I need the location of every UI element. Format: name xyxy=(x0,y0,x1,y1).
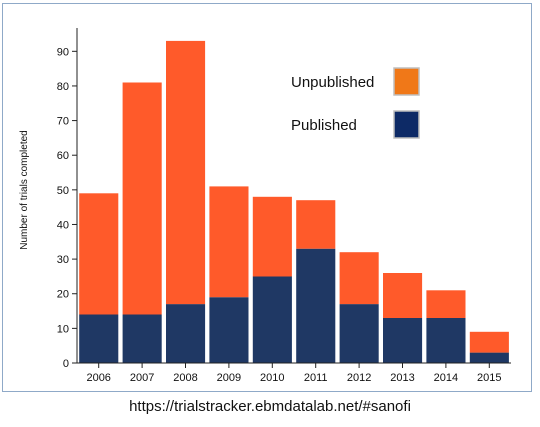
legend: Unpublished Published xyxy=(291,67,420,139)
bar-unpublished-2011 xyxy=(296,200,336,249)
bar-published-2007 xyxy=(122,314,162,363)
legend-swatch-published xyxy=(393,110,420,139)
bar-published-2014 xyxy=(426,318,466,363)
bars-group xyxy=(79,40,509,363)
x-tick-label-2006: 2006 xyxy=(86,372,110,384)
y-tick-label-70: 70 xyxy=(57,116,69,128)
bar-unpublished-2013 xyxy=(383,273,423,318)
bar-unpublished-2008 xyxy=(166,40,206,305)
legend-swatch-unpublished xyxy=(393,67,420,96)
y-tick-label-30: 30 xyxy=(57,254,69,266)
y-axis-title: Number of trials completed xyxy=(19,130,30,250)
chart-frame: 0 10 20 30 40 50 60 70 80 90 2006 2007 2008 2009 2010… xyxy=(2,3,532,392)
bar-unpublished-2015 xyxy=(469,331,509,353)
y-tick-label-80: 80 xyxy=(57,81,69,93)
x-tick-label-2011: 2011 xyxy=(304,372,328,384)
x-tick-label-2014: 2014 xyxy=(434,372,458,384)
x-tick-label-2007: 2007 xyxy=(130,372,154,384)
y-tick-label-40: 40 xyxy=(57,219,69,231)
x-tick-label-2012: 2012 xyxy=(347,372,371,384)
y-axis: 0 10 20 30 40 50 60 70 80 90 xyxy=(57,28,78,370)
x-tick-label-2008: 2008 xyxy=(173,372,197,384)
y-tick-label-10: 10 xyxy=(57,323,69,335)
y-tick-label-90: 90 xyxy=(57,46,69,58)
bar-unpublished-2012 xyxy=(339,252,379,305)
x-tick-label-2015: 2015 xyxy=(477,372,501,384)
bar-published-2008 xyxy=(166,304,206,363)
stacked-bar-chart: 0 10 20 30 40 50 60 70 80 90 2006 2007 2008 2009 2010… xyxy=(19,28,511,384)
bar-published-2012 xyxy=(339,304,379,363)
bar-unpublished-2014 xyxy=(426,290,466,318)
bar-published-2015 xyxy=(469,352,509,363)
y-tick-label-60: 60 xyxy=(57,150,69,162)
x-tick-label-2013: 2013 xyxy=(390,372,414,384)
y-tick-label-0: 0 xyxy=(63,358,69,370)
legend-label-unpublished: Unpublished xyxy=(291,74,374,91)
y-tick-label-50: 50 xyxy=(57,185,69,197)
legend-label-published: Published xyxy=(291,117,357,134)
bar-unpublished-2010 xyxy=(252,196,292,277)
bar-unpublished-2007 xyxy=(122,82,162,315)
bar-unpublished-2009 xyxy=(209,186,249,298)
x-axis: 2006 2007 2008 2009 2010 2011 2012 2013 2014 2015 xyxy=(77,362,511,384)
bar-published-2013 xyxy=(383,318,423,363)
bar-published-2011 xyxy=(296,248,336,363)
bar-published-2006 xyxy=(79,314,119,363)
y-tick-label-20: 20 xyxy=(57,289,69,301)
source-url-caption: https://trialstracker.ebmdatalab.net/#sa… xyxy=(129,398,411,415)
bar-published-2010 xyxy=(252,276,292,363)
x-tick-label-2009: 2009 xyxy=(217,372,241,384)
x-tick-label-2010: 2010 xyxy=(260,372,284,384)
bar-unpublished-2006 xyxy=(79,193,119,315)
bar-published-2009 xyxy=(209,297,249,363)
